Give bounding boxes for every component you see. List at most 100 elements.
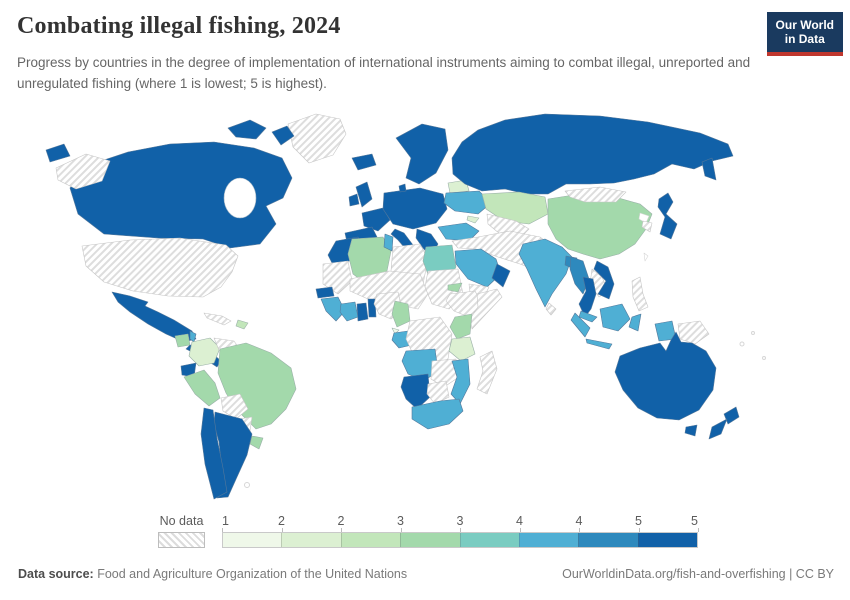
country-georgia[interactable] [466, 215, 480, 224]
legend-segment-4[interactable] [400, 533, 460, 547]
country-uruguay[interactable] [249, 435, 264, 450]
country-kenya[interactable] [449, 313, 473, 340]
pacific-island-outline-1 [739, 341, 745, 347]
country-oman[interactable] [491, 263, 511, 288]
country-saudi-arabia[interactable] [454, 248, 502, 288]
country-new-zealand-south[interactable] [708, 418, 728, 440]
owid-logo-line2: in Data [784, 32, 825, 47]
country-united-states[interactable] [81, 237, 239, 298]
country-mongolia[interactable] [564, 186, 627, 203]
legend-segment-1[interactable] [223, 533, 282, 547]
country-sulawesi[interactable] [628, 313, 642, 332]
legend-tick-label-0: 1 [222, 514, 229, 528]
falkland-islands-outline [244, 482, 250, 488]
legend-segment-5[interactable] [459, 533, 519, 547]
country-iceland[interactable] [351, 153, 377, 171]
country-tanzania[interactable] [448, 336, 476, 362]
country-somalia[interactable] [469, 288, 503, 330]
country-australia[interactable] [614, 331, 717, 421]
legend-segment-8[interactable] [637, 533, 697, 547]
country-cuba[interactable] [203, 312, 232, 326]
country-ukraine[interactable] [443, 190, 492, 215]
legend-segment-6[interactable] [518, 533, 579, 547]
pacific-island-outline-3 [762, 356, 766, 360]
country-chile[interactable] [200, 407, 228, 500]
country-france[interactable] [361, 207, 391, 232]
legend-tick-mark-5 [519, 528, 521, 532]
country-canada-arctic2[interactable] [271, 125, 295, 146]
legend-tick-mark-2 [341, 528, 342, 532]
country-kazakhstan[interactable] [481, 191, 549, 225]
page-title: Combating illegal fishing, 2024 [17, 13, 341, 39]
country-thailand[interactable] [578, 276, 597, 318]
country-senegal[interactable] [315, 286, 335, 299]
country-south-africa[interactable] [411, 398, 464, 430]
country-guatemala[interactable] [174, 333, 191, 348]
country-malaysia[interactable] [578, 310, 598, 323]
country-indonesia-sumatra[interactable] [570, 312, 591, 338]
data-source-value: Food and Agriculture Organization of the… [97, 567, 408, 581]
legend-tick-label-3: 3 [397, 514, 404, 528]
country-south-korea[interactable] [641, 220, 653, 233]
country-central-europe[interactable] [382, 187, 448, 230]
country-russia-chukotka[interactable] [45, 143, 71, 163]
country-borneo[interactable] [599, 303, 631, 332]
country-sahel[interactable] [349, 270, 429, 310]
country-india[interactable] [518, 238, 573, 308]
country-colombia[interactable] [188, 337, 221, 367]
country-canada[interactable] [69, 141, 293, 249]
country-indonesia-java[interactable] [585, 338, 613, 350]
country-papua-new-guinea[interactable] [677, 320, 710, 345]
country-bolivia[interactable] [220, 393, 249, 420]
country-cameroon[interactable] [391, 300, 411, 328]
country-peru[interactable] [183, 369, 221, 407]
country-dominican-republic[interactable] [235, 319, 249, 330]
legend-segment-7[interactable] [578, 533, 638, 547]
legend-segment-2[interactable] [281, 533, 341, 547]
legend-tick-label-2: 2 [337, 514, 345, 528]
country-turkey[interactable] [437, 222, 480, 242]
country-russia[interactable] [451, 113, 734, 195]
country-canada-arctic1[interactable] [227, 119, 267, 140]
legend-segment-3[interactable] [340, 533, 401, 547]
country-russia-kamchatka[interactable] [701, 157, 717, 181]
country-mozambique[interactable] [450, 358, 471, 405]
no-data-swatch[interactable] [158, 532, 205, 548]
country-namibia[interactable] [400, 373, 431, 410]
country-united-kingdom[interactable] [355, 181, 373, 208]
country-ghana[interactable] [356, 302, 369, 322]
no-data-label: No data [159, 514, 204, 528]
legend-tick-mark-3 [400, 528, 402, 532]
country-japan[interactable] [657, 192, 678, 240]
country-new-zealand-north[interactable] [723, 406, 740, 425]
country-philippines[interactable] [631, 276, 649, 312]
owid-logo-line1: Our World [775, 18, 834, 32]
country-scandinavia[interactable] [395, 123, 449, 185]
owid-logo[interactable]: Our World in Data [766, 12, 843, 56]
legend-color-bar: 1 2 2 3 3 4 4 5 5 [222, 514, 699, 548]
country-eritrea[interactable] [447, 282, 463, 293]
country-denmark[interactable] [398, 183, 407, 193]
map-legend: No data 1 2 2 3 3 4 4 5 5 [158, 514, 699, 550]
credit-link[interactable]: OurWorldinData.org/fish-and-overfishing … [562, 567, 834, 581]
country-myanmar[interactable] [569, 256, 590, 295]
country-vietnam[interactable] [593, 260, 615, 300]
data-source-label: Data source: [18, 567, 94, 581]
country-tasmania[interactable] [684, 424, 698, 437]
country-greenland[interactable] [287, 113, 347, 164]
legend-tick-label-4: 3 [456, 514, 464, 528]
taiwan-outline [643, 252, 649, 262]
country-sri-lanka[interactable] [545, 302, 557, 316]
footer: Data source: Food and Agriculture Organi… [18, 567, 834, 581]
country-madagascar[interactable] [476, 350, 498, 395]
country-guinea[interactable] [320, 296, 346, 322]
country-ireland[interactable] [348, 193, 360, 207]
country-cote-divoire[interactable] [339, 301, 359, 322]
country-alaska[interactable] [55, 153, 111, 190]
country-zambia-zimbabwe[interactable] [430, 358, 460, 388]
legend-no-data: No data [158, 514, 205, 548]
country-tunisia[interactable] [383, 233, 394, 252]
country-equatorial-guinea[interactable] [391, 327, 400, 335]
country-mauritania[interactable] [322, 260, 353, 295]
